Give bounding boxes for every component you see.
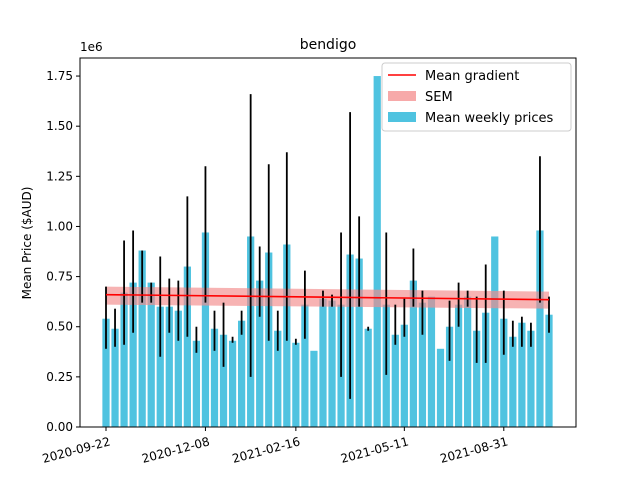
- bar: [418, 302, 427, 427]
- bar: [165, 306, 173, 427]
- bar: [473, 330, 481, 427]
- bar: [491, 236, 499, 427]
- bar: [364, 328, 372, 427]
- bar: [174, 310, 182, 427]
- bar: [536, 230, 544, 427]
- bar: [292, 342, 300, 427]
- bar: [129, 282, 137, 427]
- bar: [500, 318, 508, 427]
- bar: [102, 318, 110, 427]
- bar: [192, 340, 201, 427]
- x-tick-label: 2021-08-31: [439, 434, 510, 466]
- bar: [527, 330, 535, 427]
- bar: [427, 296, 436, 427]
- bar: [237, 320, 246, 427]
- bar: [328, 300, 336, 427]
- x-tick-label: 2021-02-16: [231, 434, 302, 466]
- x-tick-label: 2020-09-22: [41, 434, 112, 466]
- mean-gradient-line: [105, 293, 550, 301]
- bar: [156, 306, 164, 427]
- legend-label-sem: SEM: [425, 90, 453, 105]
- bar: [301, 304, 309, 427]
- x-tick-label: 2020-12-08: [140, 434, 211, 466]
- bar: [482, 312, 490, 427]
- bar: [210, 328, 219, 427]
- legend-label-mean-weekly-prices: Mean weekly prices: [425, 111, 554, 126]
- bar: [545, 314, 553, 427]
- y-axis-ticks: 0.00 0.25 0.50 0.75 1.00 1.25 1.50 1.75: [46, 69, 80, 434]
- bar: [445, 326, 454, 427]
- y-tick-label: 1.00: [46, 219, 73, 233]
- bar: [274, 330, 282, 427]
- x-tick-label: 2021-05-11: [339, 434, 410, 466]
- chart-title: bendigo: [300, 37, 357, 53]
- bar: [454, 304, 463, 427]
- error-bars-group: [105, 94, 550, 399]
- bar: [201, 232, 210, 427]
- bar: [138, 250, 146, 427]
- y-tick-label: 1.75: [46, 69, 73, 83]
- bar: [228, 340, 237, 427]
- y-tick-label: 1.25: [46, 169, 73, 183]
- bar: [391, 334, 399, 427]
- bar: [319, 298, 327, 427]
- legend-sem-swatch: [388, 91, 416, 101]
- bar: [120, 292, 128, 427]
- bar: [111, 328, 119, 427]
- bar: [464, 296, 472, 427]
- plot-frame: [79, 57, 577, 428]
- bar: [219, 334, 228, 427]
- x-axis-ticks: 2020-09-22 2020-12-08 2021-02-16 2021-05-11…: [41, 427, 510, 466]
- y-tick-label: 0.25: [46, 370, 73, 384]
- legend-label-mean-gradient: Mean gradient: [425, 69, 519, 84]
- bar: [256, 280, 264, 427]
- legend: Mean gradient SEM Mean weekly prices: [381, 62, 572, 132]
- y-tick-label: 1.50: [46, 119, 73, 133]
- bar: [183, 266, 191, 427]
- y-tick-label: 0.50: [46, 320, 73, 334]
- bar: [373, 76, 381, 427]
- y-tick-label: 0.00: [46, 420, 73, 434]
- bar: [518, 322, 526, 427]
- bar: [310, 350, 318, 427]
- bar: [409, 280, 418, 427]
- y-tick-label: 0.75: [46, 270, 73, 284]
- bar: [509, 336, 517, 427]
- mean-gradient-group: [105, 293, 550, 301]
- bar: [355, 258, 363, 427]
- legend-bar-swatch: [388, 112, 416, 122]
- legend-box: [381, 62, 572, 132]
- y-offset-label: 1e6: [80, 40, 103, 54]
- bar: [400, 324, 408, 427]
- bar: [436, 348, 445, 427]
- y-axis-label: Mean Price ($AUD): [20, 187, 34, 300]
- bar: [147, 282, 155, 427]
